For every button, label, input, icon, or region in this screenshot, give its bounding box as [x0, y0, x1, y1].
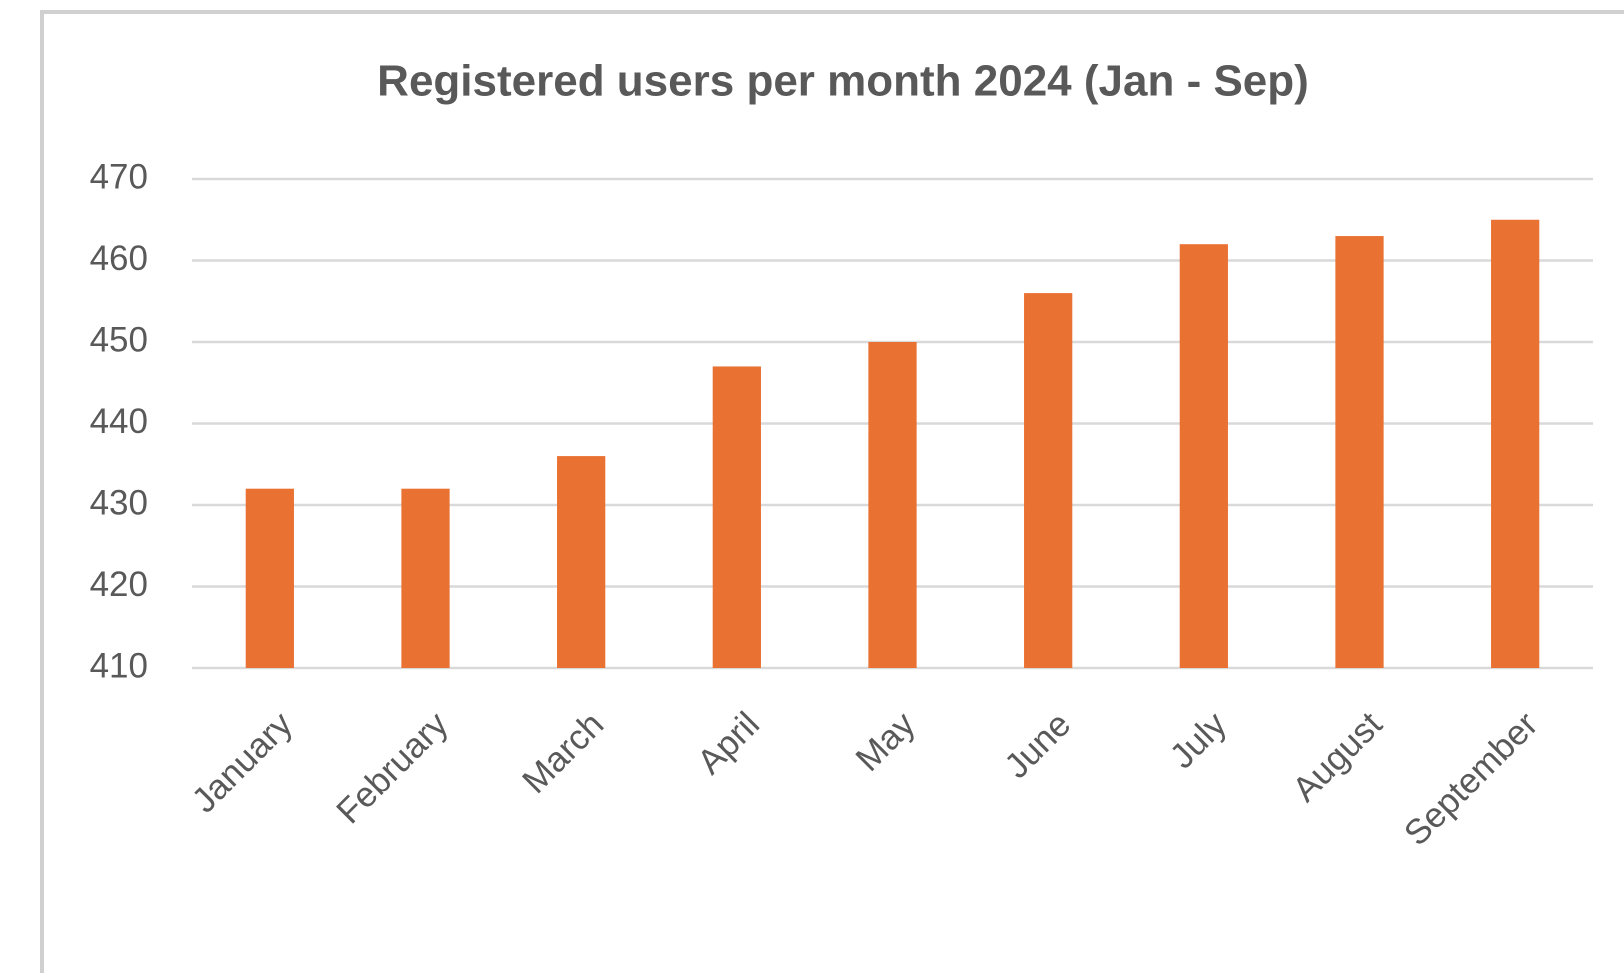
- bar: [401, 488, 450, 668]
- y-tick-label: 430: [90, 483, 148, 522]
- bar: [712, 366, 761, 668]
- y-tick-label: 420: [90, 565, 148, 604]
- y-tick-label: 460: [90, 239, 148, 278]
- bar: [1491, 219, 1540, 668]
- bar: [245, 488, 294, 668]
- bar: [1024, 293, 1073, 668]
- bar: [868, 342, 917, 668]
- y-tick-label: 470: [90, 157, 148, 196]
- bar: [557, 456, 606, 668]
- chart-title: Registered users per month 2024 (Jan - S…: [377, 57, 1309, 106]
- y-tick-label: 440: [90, 402, 148, 441]
- bar: [1179, 244, 1228, 668]
- y-tick-label: 410: [90, 646, 148, 685]
- y-tick-label: 450: [90, 320, 148, 359]
- bar: [1335, 236, 1384, 669]
